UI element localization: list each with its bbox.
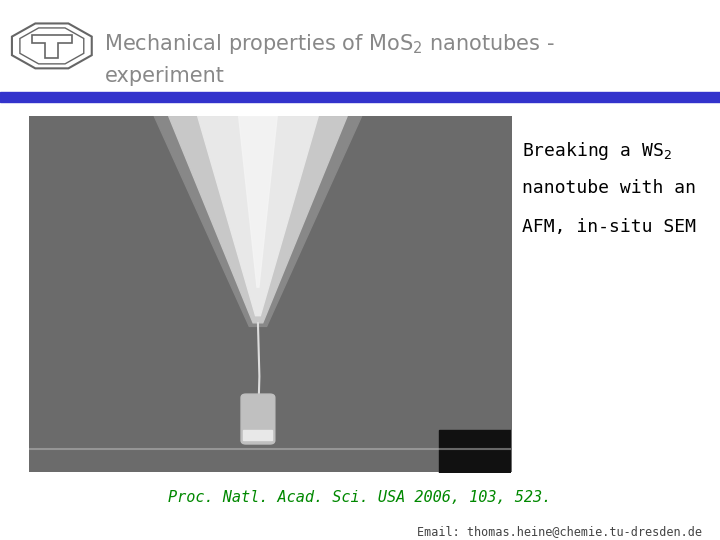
FancyBboxPatch shape <box>241 394 275 444</box>
Bar <box>439 430 511 472</box>
Text: nanotube with an: nanotube with an <box>522 179 696 197</box>
Polygon shape <box>238 116 277 287</box>
Text: Breaking a WS$_2$: Breaking a WS$_2$ <box>522 140 672 163</box>
Bar <box>243 430 272 441</box>
Polygon shape <box>198 116 318 316</box>
Polygon shape <box>154 116 361 326</box>
Text: Email: thomas.heine@chemie.tu-dresden.de: Email: thomas.heine@chemie.tu-dresden.de <box>417 525 702 538</box>
Text: Proc. Natl. Acad. Sci. USA 2006, 103, 523.: Proc. Natl. Acad. Sci. USA 2006, 103, 52… <box>168 490 552 505</box>
Polygon shape <box>168 116 347 323</box>
Text: Mechanical properties of MoS$_2$ nanotubes -: Mechanical properties of MoS$_2$ nanotub… <box>104 32 555 56</box>
Bar <box>0 92 720 102</box>
Text: experiment: experiment <box>104 66 224 86</box>
Text: AFM, in-situ SEM: AFM, in-situ SEM <box>522 218 696 236</box>
